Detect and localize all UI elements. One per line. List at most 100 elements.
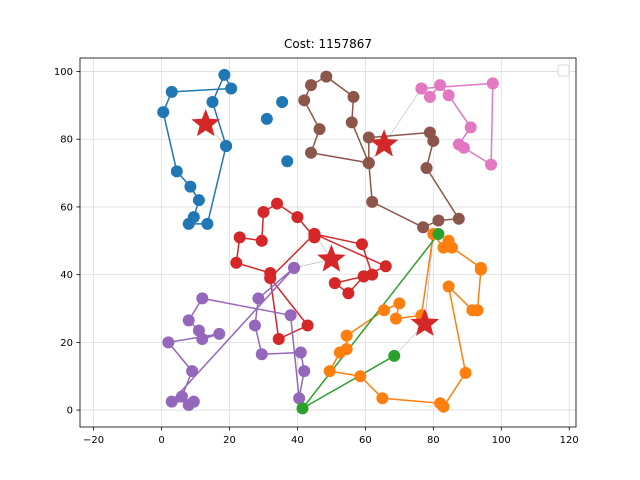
depot-link-3 [383,88,422,145]
depot-star-3 [410,308,440,336]
route-point-1-11 [272,332,285,345]
route-point-4-17 [187,395,200,408]
route-point-1-2 [291,211,304,224]
depot-star-0 [191,109,220,137]
route-point-0-4 [165,85,178,98]
depot-star-1 [317,244,346,272]
route-point-3-1 [423,90,436,103]
route-point-0-2 [218,68,231,81]
y-tick-label-5: 100 [54,67,73,78]
legend-box [557,64,570,77]
route-point-0-14 [276,96,289,109]
x-tick-label-1: 0 [158,435,164,446]
route-point-0-7 [184,180,197,193]
route-point-4-2 [248,319,261,332]
route-point-2-3 [320,70,333,83]
route-point-5-12 [376,392,389,405]
route-point-6-1 [296,402,309,415]
route-point-1-21 [308,228,321,241]
route-point-3-2 [434,79,447,92]
route-point-1-17 [342,287,355,300]
x-tick-label-2: 20 [223,435,236,446]
route-point-5-11 [434,397,447,410]
y-tick-label-4: 80 [60,135,73,146]
x-tick-label-4: 60 [359,435,372,446]
route-point-3-4 [464,121,477,134]
route-point-5-8 [442,280,455,293]
chart-title: Cost: 1157867 [284,37,372,51]
route-point-5-18 [378,304,391,317]
route-point-2-2 [347,90,360,103]
route-point-3-9 [415,82,428,95]
x-tick-label-3: 40 [291,435,304,446]
route-point-4-12 [213,327,226,340]
route-point-5-13 [354,370,367,383]
axes-frame [79,57,577,428]
route-point-2-7 [305,146,318,159]
route-point-4-9 [182,314,195,327]
route-point-1-4 [257,206,270,219]
depot-link-5 [424,234,434,324]
route-point-4-15 [175,390,188,403]
route-point-5-14 [323,365,336,378]
route-point-4-8 [196,292,209,305]
route-point-5-7 [466,304,479,317]
y-tick-label-3: 60 [60,202,73,213]
route-point-2-17 [362,156,375,169]
route-point-1-5 [255,234,268,247]
route-point-0-3 [225,82,238,95]
route-point-0-5 [157,106,170,119]
route-point-2-6 [313,123,326,136]
route-point-2-13 [420,162,433,175]
route-point-4-11 [196,332,209,345]
route-point-4-4 [294,346,307,359]
route-point-4-13 [162,336,175,349]
x-tick-label-5: 80 [427,435,440,446]
y-tick-label-1: 20 [60,338,73,349]
route-point-0-11 [201,217,214,230]
route-point-0-15 [281,155,294,168]
route-point-1-18 [328,277,341,290]
route-point-1-12 [264,272,277,285]
route-point-2-11 [432,214,445,227]
route-point-0-10 [182,217,195,230]
route-point-6-0 [388,349,401,362]
route-point-5-9 [459,366,472,379]
route-point-2-1 [345,116,358,129]
route-line-1 [235,202,387,340]
route-point-4-6 [293,392,306,405]
route-point-5-19 [393,297,406,310]
y-tick-label-0: 0 [67,406,73,417]
route-point-3-6 [457,141,470,154]
x-tick-label-6: 100 [492,435,511,446]
plot-area: −20 0 20 40 60 80 100 120 0 20 40 60 80 100 [54,57,579,446]
route-point-4-5 [298,365,311,378]
x-tick-label-0: −20 [83,435,104,446]
depot-star-2 [369,129,399,157]
route-point-3-3 [442,89,455,102]
route-point-0-13 [260,112,273,125]
route-point-4-19 [288,261,301,274]
route-point-2-10 [417,221,430,234]
x-tick-label-7: 120 [560,435,579,446]
route-point-4-7 [284,309,297,322]
route-point-2-12 [452,212,465,225]
route-point-1-10 [301,319,314,332]
route-point-5-16 [340,343,353,356]
route-line-3 [420,82,494,166]
route-point-3-8 [486,77,499,90]
route-point-0-6 [170,165,183,178]
route-point-0-1 [206,96,219,109]
route-point-5-3 [446,241,458,254]
route-point-0-12 [220,140,233,153]
route-point-3-7 [485,158,498,171]
route-point-2-15 [423,126,436,139]
route-point-2-9 [366,195,379,208]
route-point-4-1 [252,292,265,305]
route-point-4-14 [186,365,199,378]
route-point-1-6 [233,231,246,244]
route-point-2-4 [305,79,318,92]
route-point-2-5 [298,94,311,107]
